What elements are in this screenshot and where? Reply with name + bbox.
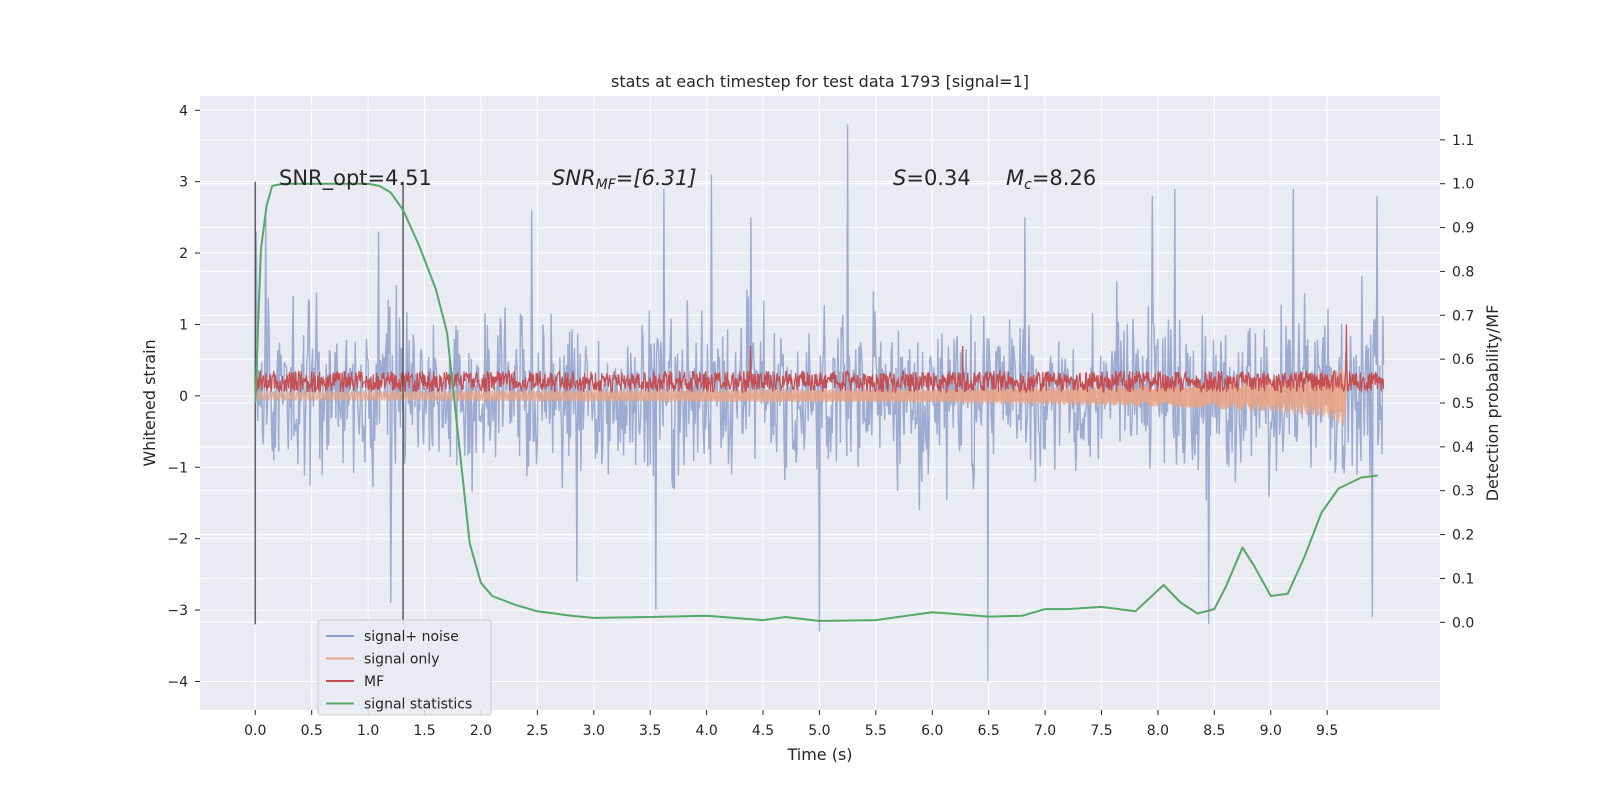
y-tick-label: −3 <box>167 603 188 619</box>
y-right-tick-label: 1.1 <box>1452 133 1474 149</box>
annotation-snr-opt: SNR_opt=4.51 <box>279 166 432 191</box>
y-right-tick-label: 0.0 <box>1452 615 1474 631</box>
y-right-tick-label: 0.8 <box>1452 264 1474 280</box>
x-tick-label: 6.0 <box>921 723 943 739</box>
y-right-tick-label: 0.5 <box>1452 396 1474 412</box>
s-symbol: S <box>893 166 906 190</box>
x-tick-label: 9.0 <box>1260 723 1282 739</box>
mc-value: =8.26 <box>1032 166 1096 190</box>
x-tick-label: 7.5 <box>1090 723 1112 739</box>
x-tick-label: 8.5 <box>1203 723 1225 739</box>
y-right-axis-label: Detection probability/MF <box>1483 305 1502 502</box>
legend-box <box>317 619 492 716</box>
annotation-s: S=0.34 <box>893 166 971 190</box>
snr-mf-symbol: SNR <box>552 166 596 190</box>
x-tick-label: 7.0 <box>1034 723 1056 739</box>
legend-label: MF <box>364 674 384 690</box>
x-tick-label: 4.0 <box>695 723 717 739</box>
x-tick-label: 2.0 <box>470 723 492 739</box>
chart-title: stats at each timestep for test data 179… <box>611 72 1029 91</box>
x-tick-label: 3.5 <box>639 723 661 739</box>
y-right-tick-label: 0.6 <box>1452 352 1474 368</box>
legend: signal+ noise signal only MF signal statist… <box>317 619 492 716</box>
legend-label: signal only <box>364 652 439 668</box>
data-layer <box>254 124 1385 682</box>
x-tick-label: 4.5 <box>752 723 774 739</box>
y-tick-label: 4 <box>179 103 188 119</box>
x-tick-label: 8.0 <box>1147 723 1169 739</box>
annotation-snr-mf: SNRMF=[6.31] <box>552 166 697 193</box>
x-tick-label: 5.5 <box>865 723 887 739</box>
x-tick-label: 3.0 <box>583 723 605 739</box>
x-tick-label: 9.5 <box>1316 723 1338 739</box>
axis-layer: 0.0 0.5 1.0 1.5 2.0 2.5 3.0 3.5 4.0 4.5 5.0 5.5 6.0 6… <box>167 103 1474 739</box>
y-axis-label: Whitened strain <box>140 339 159 466</box>
x-tick-label: 0.5 <box>301 723 323 739</box>
y-tick-label: 3 <box>179 175 188 191</box>
x-tick-label: 5.0 <box>808 723 830 739</box>
y-right-tick-label: 1.0 <box>1452 177 1474 193</box>
mc-subscript: c <box>1024 177 1032 193</box>
y-tick-label: −4 <box>167 674 188 690</box>
y-right-tick-label: 0.3 <box>1452 484 1474 500</box>
x-tick-label: 6.5 <box>978 723 1000 739</box>
x-tick-label: 1.0 <box>357 723 379 739</box>
y-right-tick-label: 0.4 <box>1452 440 1474 456</box>
x-tick-label: 1.5 <box>413 723 435 739</box>
series-signal-noise <box>254 124 1385 682</box>
s-value: =0.34 <box>906 166 970 190</box>
y-tick-label: 2 <box>179 246 188 262</box>
y-right-tick-label: 0.9 <box>1452 221 1474 237</box>
y-tick-label: 1 <box>179 317 188 333</box>
y-tick-label: 0 <box>179 389 188 405</box>
y-right-tick-label: 0.2 <box>1452 528 1474 544</box>
legend-label: signal statistics <box>364 697 472 713</box>
x-tick-label: 0.0 <box>244 723 266 739</box>
y-right-tick-label: 0.7 <box>1452 308 1474 324</box>
annotation-mc: Mc=8.26 <box>1006 166 1096 193</box>
snr-mf-subscript: MF <box>596 177 617 193</box>
legend-label: signal+ noise <box>364 629 459 645</box>
snr-mf-value: =[6.31] <box>616 166 697 190</box>
series-mf <box>254 324 1385 395</box>
y-right-tick-label: 0.1 <box>1452 571 1474 587</box>
x-axis-label: Time (s) <box>786 745 852 764</box>
series-signal-statistics <box>254 182 1379 622</box>
y-tick-label: −1 <box>167 460 188 476</box>
mc-symbol: M <box>1006 166 1024 190</box>
y-tick-label: −2 <box>167 532 188 548</box>
x-tick-label: 2.5 <box>526 723 548 739</box>
